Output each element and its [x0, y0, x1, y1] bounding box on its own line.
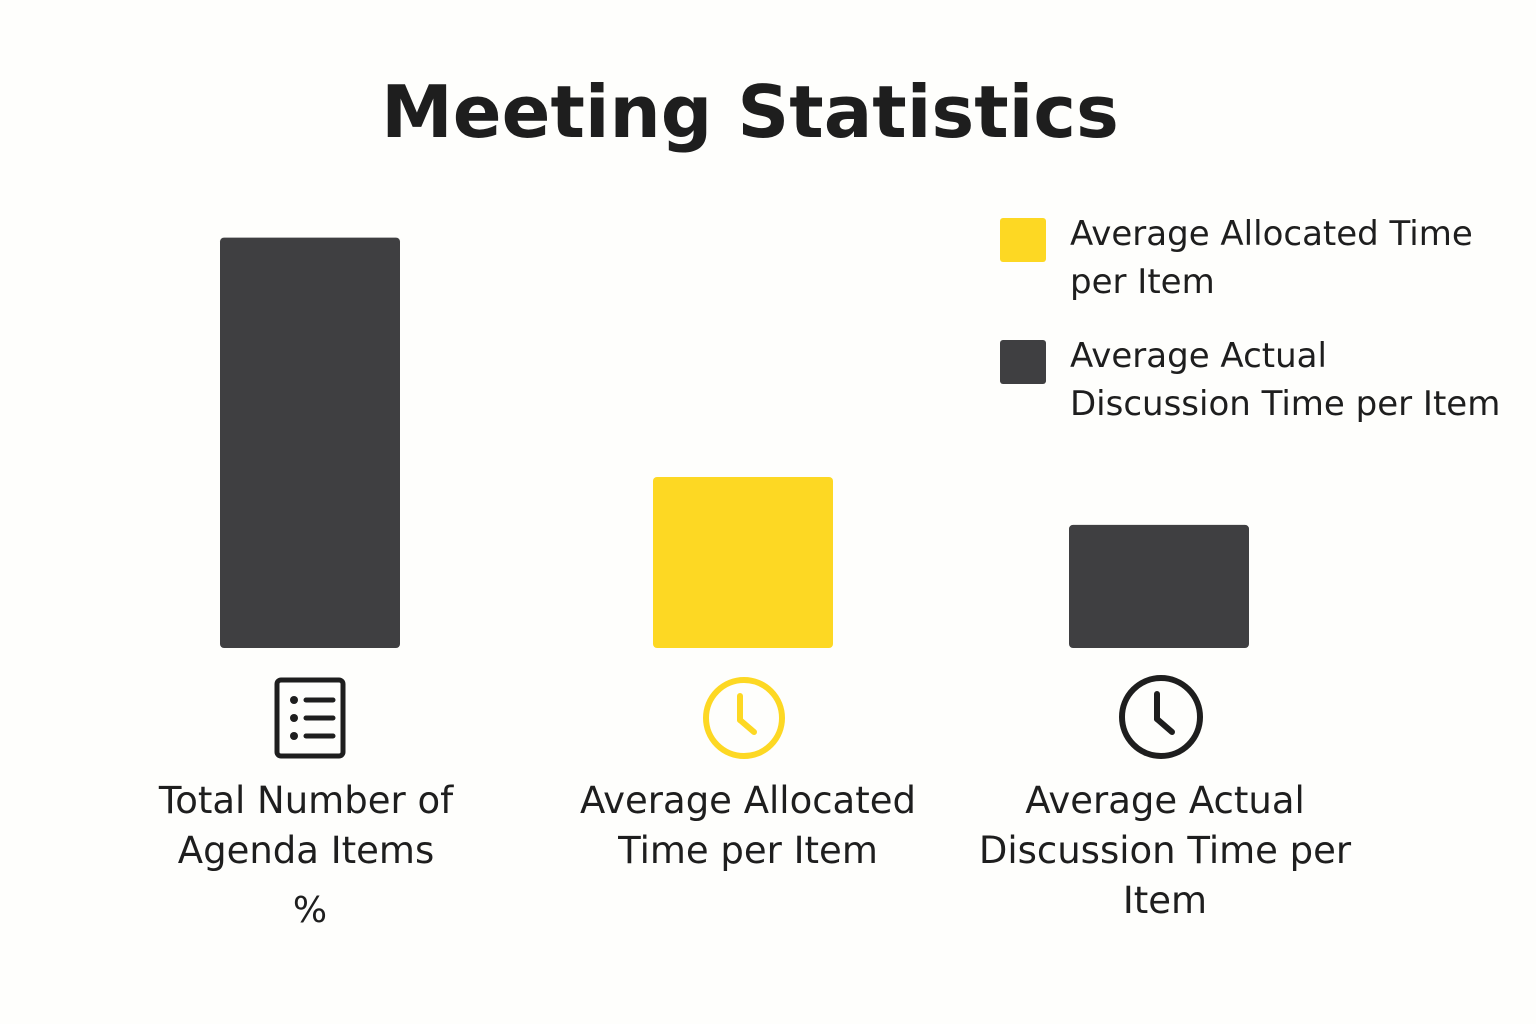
legend-label-allocated: Average Allocated Time per Item — [1070, 214, 1473, 302]
category-note-percent: % — [292, 890, 328, 931]
legend-swatch-allocated — [1000, 218, 1046, 262]
category-label-allocated-time: Average Allocated Time per Item — [580, 779, 916, 872]
bar-allocated-time — [653, 477, 833, 648]
list-icon — [274, 677, 346, 759]
legend-label-actual: Average Actual Discussion Time per Item — [1070, 336, 1501, 424]
category-label-actual-time: Average Actual Discussion Time per Item — [978, 779, 1352, 922]
clock-icon-actual — [1119, 675, 1203, 759]
bar-agenda-items — [220, 237, 400, 648]
category-label-agenda-items: Total Number of Agenda Items — [158, 779, 454, 872]
clock-icon-allocated — [703, 677, 785, 759]
legend-item-actual: Average Actual Discussion Time per Item — [1000, 336, 1510, 428]
chart-title: Meeting Statistics — [381, 70, 1119, 154]
bar-actual-time — [1069, 524, 1249, 648]
legend-item-allocated: Average Allocated Time per Item — [1000, 214, 1510, 306]
legend-swatch-actual — [1000, 340, 1046, 384]
